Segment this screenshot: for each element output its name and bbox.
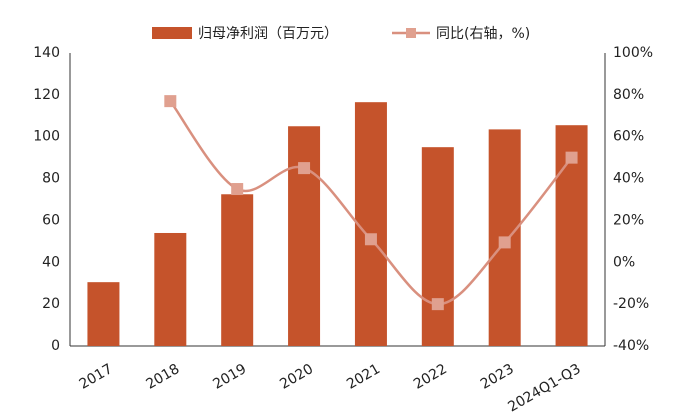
x-tick-label: 2019 [210, 361, 249, 393]
bar [288, 126, 321, 346]
bar [154, 232, 187, 346]
y-tick-label: 40 [42, 254, 60, 270]
legend-swatch-marker [406, 28, 416, 38]
bar [354, 102, 387, 346]
x-tick-label: 2024Q1-Q3 [505, 361, 583, 415]
y2-tick-label: 20% [613, 212, 644, 228]
legend-label: 归母净利润（百万元） [198, 25, 338, 42]
line-marker [164, 95, 177, 108]
line-marker [231, 183, 244, 196]
y-tick-label: 140 [33, 45, 60, 61]
line-marker [498, 236, 511, 249]
line-marker [364, 233, 377, 246]
x-tick-label: 2021 [344, 361, 383, 393]
legend-label: 同比(右轴，%) [436, 26, 530, 42]
line-marker [298, 162, 311, 175]
y2-tick-label: 80% [613, 87, 644, 103]
y-tick-label: 0 [51, 338, 60, 354]
x-tick-label: 2018 [143, 361, 182, 393]
line-marker [431, 298, 444, 311]
y2-tick-label: 60% [613, 129, 644, 145]
y2-tick-label: 0% [613, 254, 635, 270]
y2-tick-label: 100% [613, 45, 653, 61]
y2-tick-label: 40% [613, 171, 644, 187]
bar [221, 194, 254, 346]
y-tick-label: 60 [42, 212, 60, 228]
line-marker [565, 151, 578, 164]
y2-tick-label: -20% [613, 296, 649, 312]
x-tick-label: 2022 [411, 361, 450, 393]
y-tick-label: 120 [33, 87, 60, 103]
y-tick-label: 100 [33, 129, 60, 145]
y-tick-label: 20 [42, 296, 60, 312]
bar [421, 147, 454, 346]
y-tick-label: 80 [42, 171, 60, 187]
x-tick-label: 2020 [277, 361, 316, 393]
x-tick-label: 2017 [77, 361, 116, 393]
y2-tick-label: -40% [613, 338, 649, 354]
x-tick-label: 2023 [478, 361, 517, 393]
legend-swatch-bar [152, 27, 192, 39]
bar [87, 282, 120, 346]
